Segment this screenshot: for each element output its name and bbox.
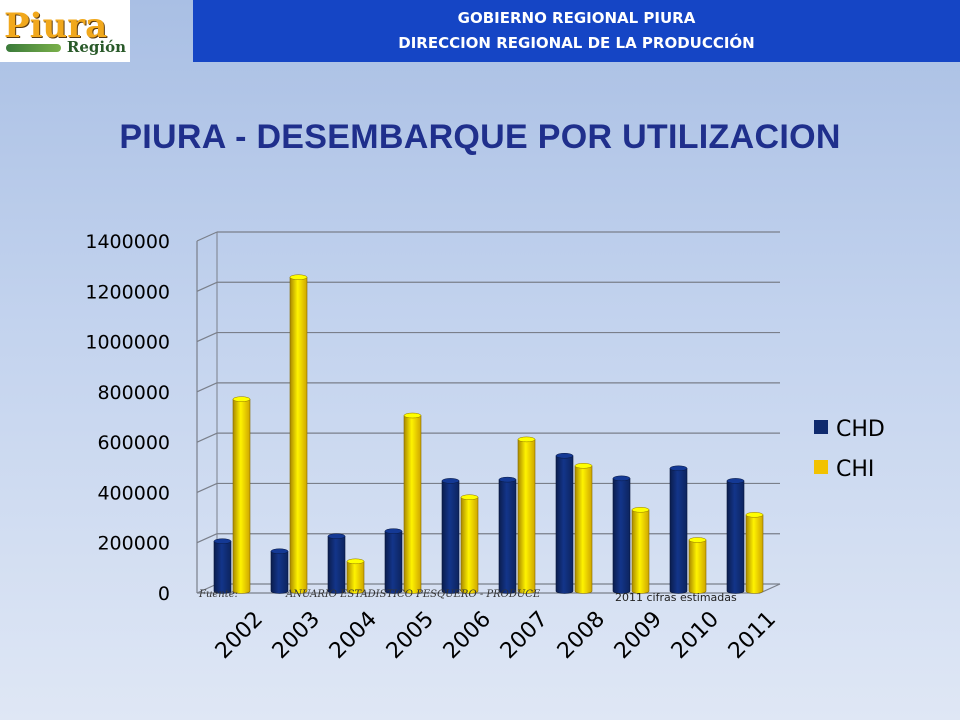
logo-sub: Región — [66, 38, 126, 56]
bar-chd-2007 — [498, 476, 517, 594]
estimate-note: 2011 cifras estimadas — [615, 591, 737, 604]
y-tick-label: 1000000 — [85, 332, 170, 354]
logo-wave-graphic — [6, 44, 61, 52]
x-tick-label: 2010 — [667, 607, 724, 664]
bar-chi-2004 — [346, 558, 365, 594]
side-wall-gridline — [196, 332, 218, 343]
bar-chd-2010 — [669, 465, 688, 594]
side-wall-gridline — [196, 432, 218, 443]
bar-chi-2008 — [574, 463, 593, 594]
bar-chd-2004 — [327, 533, 346, 594]
bar-chd-2006 — [441, 478, 460, 594]
side-wall-gridline — [196, 281, 218, 292]
source-text: ANUARIO ESTADISTICO PESQUERO - PRODUCE — [285, 589, 541, 600]
logo-word: Piura — [4, 6, 108, 46]
x-tick-label: 2003 — [268, 607, 325, 664]
bar-chi-2005 — [403, 412, 422, 594]
legend-swatch-chd — [814, 420, 828, 434]
bar-chd-2003 — [270, 548, 289, 594]
side-wall-gridline — [196, 382, 218, 393]
bar-chi-2009 — [631, 507, 650, 594]
header-line-2: DIRECCION REGIONAL DE LA PRODUCCIÓN — [398, 34, 755, 52]
bar-chi-2006 — [460, 494, 479, 594]
header-banner: GOBIERNO REGIONAL PIURA DIRECCION REGION… — [193, 0, 960, 62]
y-tick-label: 600000 — [97, 432, 170, 454]
bar-chd-2002 — [213, 538, 232, 594]
y-tick-label: 1400000 — [85, 231, 170, 253]
bar-chd-2008 — [555, 452, 574, 594]
legend-label-chd: CHD — [836, 417, 885, 442]
legend-label-chi: CHI — [836, 457, 874, 482]
y-tick-label: 800000 — [97, 382, 170, 404]
bar-chi-2003 — [289, 274, 308, 594]
x-tick-label: 2002 — [211, 607, 268, 664]
source-label: Fuente: — [198, 589, 238, 600]
bar-chd-2005 — [384, 528, 403, 594]
x-tick-label: 2011 — [724, 607, 781, 664]
side-wall-gridline — [196, 231, 218, 242]
x-tick-label: 2009 — [610, 607, 667, 664]
side-wall-gridline — [196, 482, 218, 493]
page-title: PIURA - DESEMBARQUE POR UTILIZACION — [119, 118, 841, 156]
piura-region-logo: Piura Región — [0, 0, 130, 62]
side-wall-gridline — [196, 583, 218, 594]
x-tick-label: 2008 — [553, 607, 610, 664]
y-tick-label: 200000 — [97, 533, 170, 555]
bar-chd-2011 — [726, 478, 745, 594]
legend-swatch-chi — [814, 460, 828, 474]
y-tick-label: 400000 — [97, 482, 170, 504]
bar-chi-2010 — [688, 537, 707, 594]
y-tick-label: 0 — [158, 583, 170, 605]
x-tick-label: 2005 — [382, 607, 439, 664]
x-tick-label: 2006 — [439, 607, 496, 664]
header-line-1: GOBIERNO REGIONAL PIURA — [457, 9, 696, 27]
bar-chi-2011 — [745, 512, 764, 594]
y-tick-label: 1200000 — [85, 281, 170, 303]
bar-chi-2007 — [517, 436, 536, 594]
floor-right-edge — [759, 583, 781, 594]
bar-chd-2009 — [612, 475, 631, 594]
x-tick-label: 2007 — [496, 607, 553, 664]
side-wall-gridline — [196, 533, 218, 544]
bar-chi-2002 — [232, 396, 251, 594]
x-tick-label: 2004 — [325, 607, 382, 664]
